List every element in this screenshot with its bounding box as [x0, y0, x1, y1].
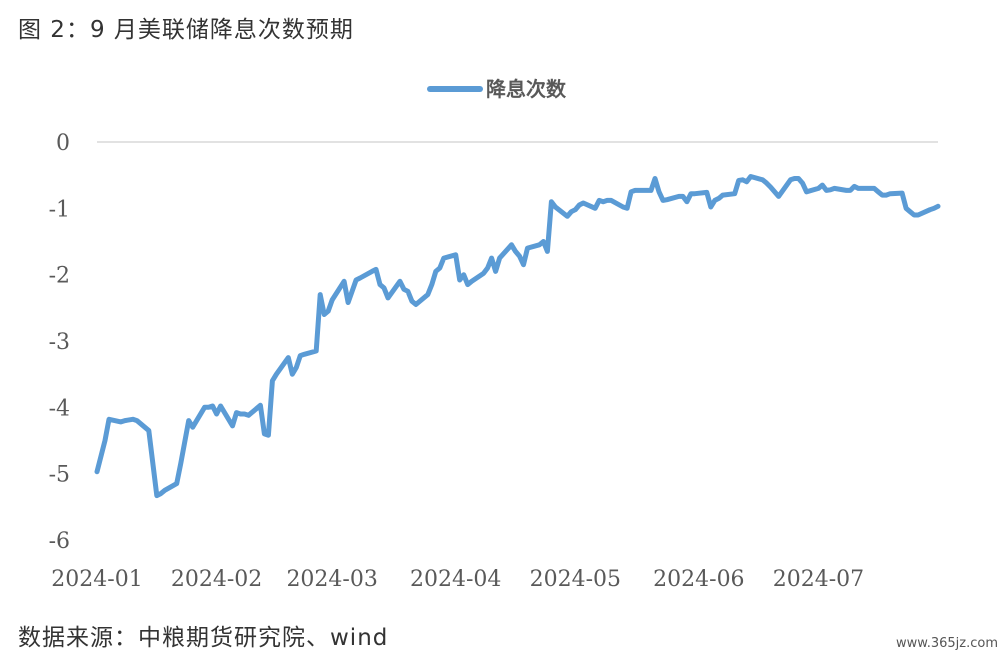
legend: 降息次数: [427, 77, 567, 101]
x-tick-label: 2024-03: [286, 567, 377, 592]
x-tick-label: 2024-04: [410, 567, 501, 592]
y-tick-label: -5: [49, 463, 70, 488]
watermark: www.365jz.com: [896, 636, 998, 651]
y-tick-label: -3: [49, 330, 70, 355]
y-tick-label: -6: [49, 529, 70, 554]
y-tick-label: -4: [49, 396, 70, 421]
x-tick-label: 2024-06: [653, 567, 744, 592]
y-axis: 0 -1 -2 -3 -4 -5 -6: [49, 131, 70, 554]
x-tick-label: 2024-02: [171, 567, 262, 592]
figure-title: 图 2：9 月美联储降息次数预期: [18, 17, 354, 43]
x-tick-label: 2024-05: [530, 567, 621, 592]
x-tick-label: 2024-01: [51, 567, 142, 592]
y-tick-label: -2: [49, 264, 70, 289]
y-tick-label: 0: [56, 131, 70, 156]
source-note: 数据来源：中粮期货研究院、wind: [18, 625, 389, 651]
series-line-rate-cuts: [94, 174, 941, 499]
y-tick-label: -1: [49, 197, 70, 222]
x-tick-label: 2024-07: [773, 567, 864, 592]
legend-label: 降息次数: [486, 77, 567, 101]
x-axis: 2024-01 2024-02 2024-03 2024-04 2024-05 2024-…: [51, 567, 864, 592]
